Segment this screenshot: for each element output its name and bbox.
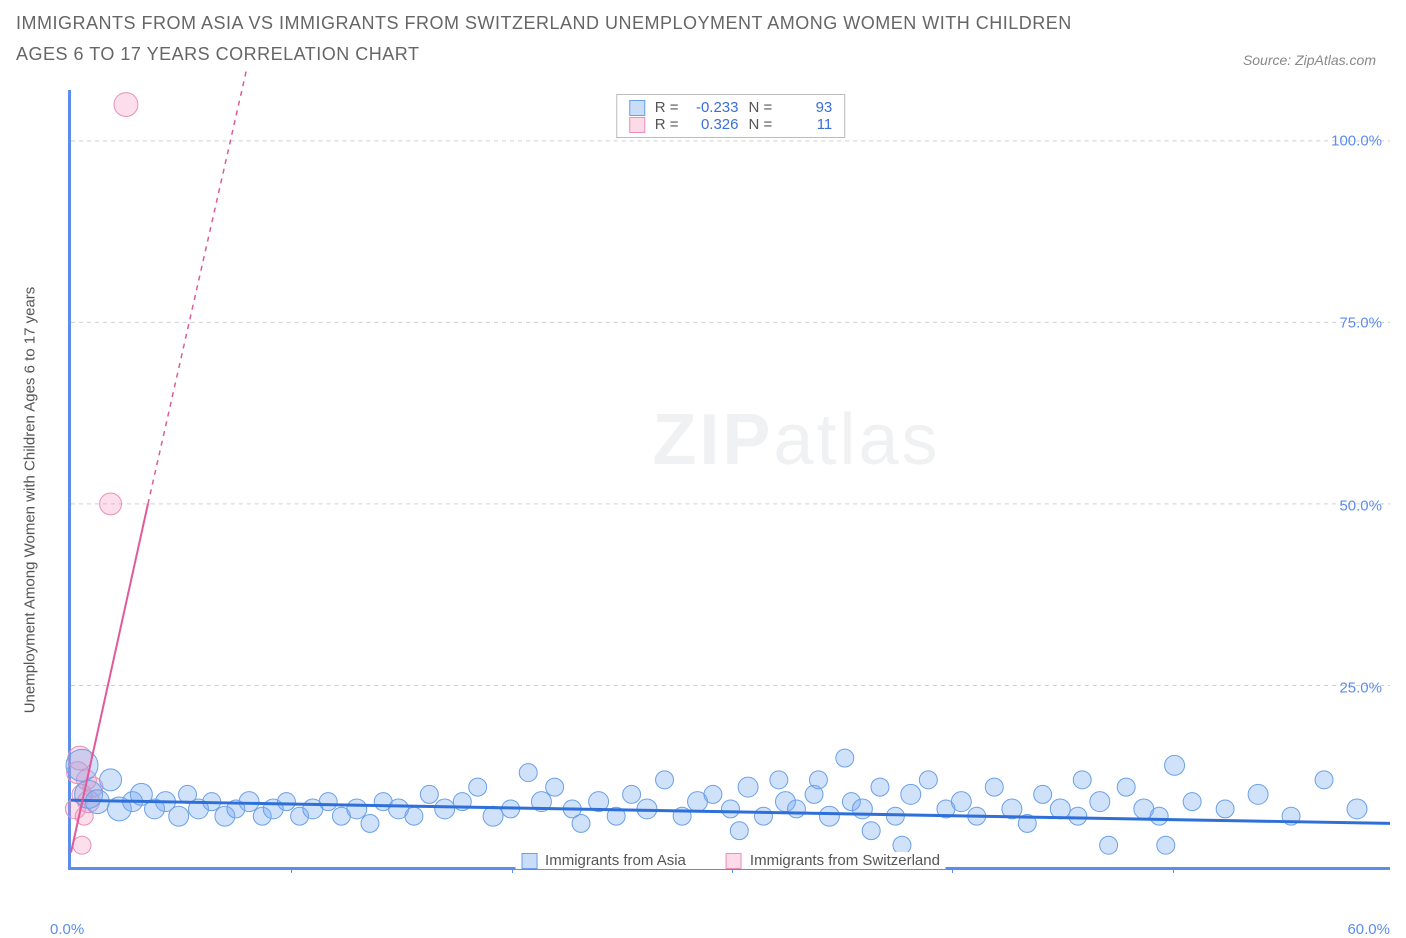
data-point <box>1216 800 1234 818</box>
data-point <box>919 771 937 789</box>
data-point <box>901 784 921 804</box>
data-point <box>754 807 772 825</box>
swatch-asia <box>629 100 645 116</box>
stat-r-label: R = <box>655 116 679 133</box>
x-tick <box>1173 867 1174 873</box>
plot-region: ZIPatlas 25.0%50.0%75.0%100.0% R = -0.23… <box>68 90 1390 870</box>
stats-legend-box: R = -0.233 N = 93 R = 0.326 N = 11 <box>616 94 846 138</box>
data-point <box>862 822 880 840</box>
data-point <box>519 764 537 782</box>
data-point <box>1034 785 1052 803</box>
data-point <box>1315 771 1333 789</box>
source-attribution: Source: ZipAtlas.com <box>1243 52 1376 68</box>
data-point <box>347 799 367 819</box>
data-point <box>100 769 122 791</box>
data-point <box>951 792 971 812</box>
data-point <box>809 771 827 789</box>
data-point <box>114 93 138 117</box>
legend-item-swiss: Immigrants from Switzerland <box>726 852 940 869</box>
data-point <box>1100 836 1118 854</box>
data-point <box>1157 836 1175 854</box>
y-tick-label: 50.0% <box>1339 497 1382 514</box>
swatch-swiss <box>629 117 645 133</box>
data-point <box>572 814 590 832</box>
data-point <box>1090 792 1110 812</box>
plot-svg <box>71 90 1390 867</box>
data-point <box>546 778 564 796</box>
data-point <box>239 792 259 812</box>
data-point <box>100 493 122 515</box>
x-tick <box>291 867 292 873</box>
data-point <box>623 785 641 803</box>
data-point <box>1183 793 1201 811</box>
legend-item-asia: Immigrants from Asia <box>521 852 686 869</box>
data-point <box>73 836 91 854</box>
stat-r-label: R = <box>655 99 679 116</box>
legend-label-asia: Immigrants from Asia <box>545 852 686 869</box>
x-tick <box>952 867 953 873</box>
trendline-swiss-dashed <box>148 68 247 504</box>
data-point <box>1347 799 1367 819</box>
data-point <box>738 777 758 797</box>
data-point <box>435 799 455 819</box>
data-point <box>770 771 788 789</box>
data-point <box>836 749 854 767</box>
data-point <box>656 771 674 789</box>
y-tick-label: 25.0% <box>1339 679 1382 696</box>
stat-n-swiss: 11 <box>782 116 832 133</box>
stat-r-swiss: 0.326 <box>689 116 739 133</box>
data-point <box>469 778 487 796</box>
stat-r-asia: -0.233 <box>689 99 739 116</box>
legend-label-swiss: Immigrants from Switzerland <box>750 852 940 869</box>
y-tick-label: 75.0% <box>1339 315 1382 332</box>
data-point <box>1165 755 1185 775</box>
data-point <box>1073 771 1091 789</box>
data-point <box>277 793 295 811</box>
data-point <box>1050 799 1070 819</box>
data-point <box>787 800 805 818</box>
bottom-legend: Immigrants from Asia Immigrants from Swi… <box>515 852 946 869</box>
stats-row-swiss: R = 0.326 N = 11 <box>629 116 833 133</box>
data-point <box>852 799 872 819</box>
data-point <box>1069 807 1087 825</box>
stats-row-asia: R = -0.233 N = 93 <box>629 99 833 116</box>
y-axis-title: Unemployment Among Women with Children A… <box>22 287 39 714</box>
legend-swatch-asia <box>521 853 537 869</box>
data-point <box>169 806 189 826</box>
data-point <box>730 822 748 840</box>
chart-area: Unemployment Among Women with Children A… <box>50 90 1390 910</box>
data-point <box>405 807 423 825</box>
data-point <box>985 778 1003 796</box>
stat-n-asia: 93 <box>782 99 832 116</box>
data-point <box>871 778 889 796</box>
data-point <box>420 785 438 803</box>
data-point <box>1150 807 1168 825</box>
data-point <box>319 793 337 811</box>
data-point <box>361 814 379 832</box>
chart-title: IMMIGRANTS FROM ASIA VS IMMIGRANTS FROM … <box>16 8 1116 69</box>
y-tick-label: 100.0% <box>1331 133 1382 150</box>
data-point <box>1248 784 1268 804</box>
data-point <box>819 806 839 826</box>
data-point <box>722 800 740 818</box>
legend-swatch-swiss <box>726 853 742 869</box>
data-point <box>1117 778 1135 796</box>
x-tick <box>512 867 513 873</box>
data-point <box>704 785 722 803</box>
stat-n-label: N = <box>749 99 773 116</box>
stat-n-label: N = <box>749 116 773 133</box>
